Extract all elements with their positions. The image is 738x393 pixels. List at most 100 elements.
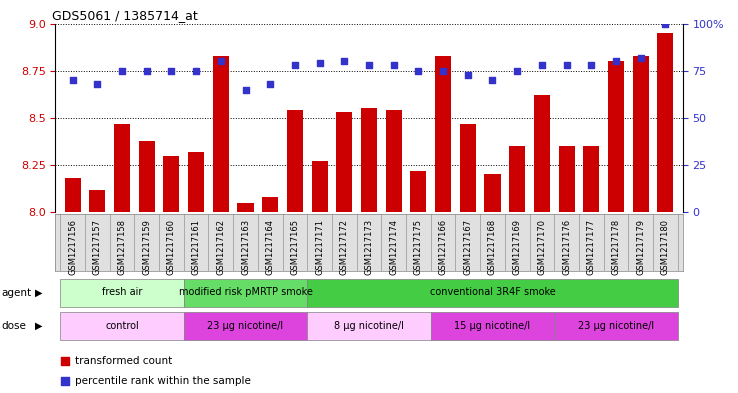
- Point: [536, 62, 548, 68]
- Bar: [583, 146, 599, 212]
- Bar: [658, 33, 673, 212]
- Text: GSM1217162: GSM1217162: [216, 219, 225, 275]
- Bar: [89, 189, 106, 212]
- Text: agent: agent: [1, 288, 32, 298]
- Text: GSM1217176: GSM1217176: [562, 219, 571, 275]
- Point: [449, 109, 461, 115]
- Text: GSM1217171: GSM1217171: [315, 219, 324, 275]
- Bar: [484, 174, 500, 212]
- Text: GSM1217175: GSM1217175: [414, 219, 423, 275]
- Bar: [188, 152, 204, 212]
- Point: [141, 68, 153, 74]
- Bar: [139, 141, 155, 212]
- Text: 23 μg nicotine/l: 23 μg nicotine/l: [207, 321, 283, 331]
- Bar: [337, 112, 352, 212]
- Bar: [559, 146, 575, 212]
- Bar: [554, 312, 677, 340]
- Bar: [460, 123, 476, 212]
- Text: GSM1217164: GSM1217164: [266, 219, 275, 275]
- Bar: [163, 156, 179, 212]
- Text: GSM1217178: GSM1217178: [612, 219, 621, 275]
- Text: GSM1217158: GSM1217158: [117, 219, 126, 275]
- Text: 23 μg nicotine/l: 23 μg nicotine/l: [578, 321, 654, 331]
- Bar: [61, 279, 184, 307]
- Point: [264, 81, 276, 87]
- Bar: [431, 312, 554, 340]
- Text: GSM1217179: GSM1217179: [636, 219, 645, 275]
- Text: GSM1217161: GSM1217161: [192, 219, 201, 275]
- Point: [314, 60, 325, 66]
- Point: [635, 54, 646, 61]
- Point: [585, 62, 597, 68]
- Point: [449, 295, 461, 301]
- Text: GSM1217168: GSM1217168: [488, 219, 497, 275]
- Text: GSM1217166: GSM1217166: [438, 219, 447, 275]
- Point: [339, 58, 351, 64]
- Bar: [287, 110, 303, 212]
- Bar: [311, 161, 328, 212]
- Point: [363, 62, 375, 68]
- Point: [66, 77, 78, 83]
- Point: [165, 68, 177, 74]
- Text: GDS5061 / 1385714_at: GDS5061 / 1385714_at: [52, 9, 198, 22]
- Bar: [61, 312, 184, 340]
- Text: GSM1217177: GSM1217177: [587, 219, 596, 275]
- Bar: [114, 123, 130, 212]
- Text: ▶: ▶: [35, 321, 43, 331]
- Text: GSM1217173: GSM1217173: [365, 219, 373, 275]
- Point: [215, 58, 227, 64]
- Point: [289, 62, 301, 68]
- Bar: [534, 95, 550, 212]
- Bar: [307, 312, 431, 340]
- Bar: [608, 61, 624, 212]
- Text: GSM1217157: GSM1217157: [93, 219, 102, 275]
- Bar: [410, 171, 427, 212]
- Bar: [262, 197, 278, 212]
- Text: percentile rank within the sample: percentile rank within the sample: [75, 376, 252, 386]
- Bar: [238, 203, 254, 212]
- Point: [462, 72, 474, 78]
- Bar: [435, 56, 451, 212]
- Point: [116, 68, 128, 74]
- Bar: [386, 110, 401, 212]
- Bar: [184, 279, 307, 307]
- Text: control: control: [105, 321, 139, 331]
- Text: dose: dose: [1, 321, 27, 331]
- Bar: [65, 178, 80, 212]
- Bar: [361, 108, 377, 212]
- Text: ▶: ▶: [35, 288, 43, 298]
- Point: [610, 58, 622, 64]
- Text: modified risk pMRTP smoke: modified risk pMRTP smoke: [179, 287, 312, 297]
- Point: [190, 68, 202, 74]
- Text: GSM1217180: GSM1217180: [661, 219, 670, 275]
- Text: GSM1217159: GSM1217159: [142, 219, 151, 275]
- Text: GSM1217174: GSM1217174: [389, 219, 399, 275]
- Point: [486, 77, 498, 83]
- Point: [92, 81, 103, 87]
- Point: [240, 86, 252, 93]
- Bar: [213, 56, 229, 212]
- Text: GSM1217172: GSM1217172: [339, 219, 349, 275]
- Point: [511, 68, 523, 74]
- Bar: [307, 279, 677, 307]
- Text: GSM1217169: GSM1217169: [513, 219, 522, 275]
- Text: GSM1217170: GSM1217170: [537, 219, 546, 275]
- Text: conventional 3R4F smoke: conventional 3R4F smoke: [430, 287, 556, 297]
- Text: GSM1217160: GSM1217160: [167, 219, 176, 275]
- Point: [413, 68, 424, 74]
- Text: 8 μg nicotine/l: 8 μg nicotine/l: [334, 321, 404, 331]
- Text: GSM1217165: GSM1217165: [291, 219, 300, 275]
- Bar: [632, 56, 649, 212]
- Point: [437, 68, 449, 74]
- Bar: [184, 312, 307, 340]
- Point: [387, 62, 399, 68]
- Text: fresh air: fresh air: [102, 287, 142, 297]
- Text: GSM1217167: GSM1217167: [463, 219, 472, 275]
- Text: GSM1217163: GSM1217163: [241, 219, 250, 275]
- Text: transformed count: transformed count: [75, 356, 173, 366]
- Text: 15 μg nicotine/l: 15 μg nicotine/l: [455, 321, 531, 331]
- Bar: [509, 146, 525, 212]
- Point: [561, 62, 573, 68]
- Text: GSM1217156: GSM1217156: [68, 219, 77, 275]
- Point: [660, 20, 672, 27]
